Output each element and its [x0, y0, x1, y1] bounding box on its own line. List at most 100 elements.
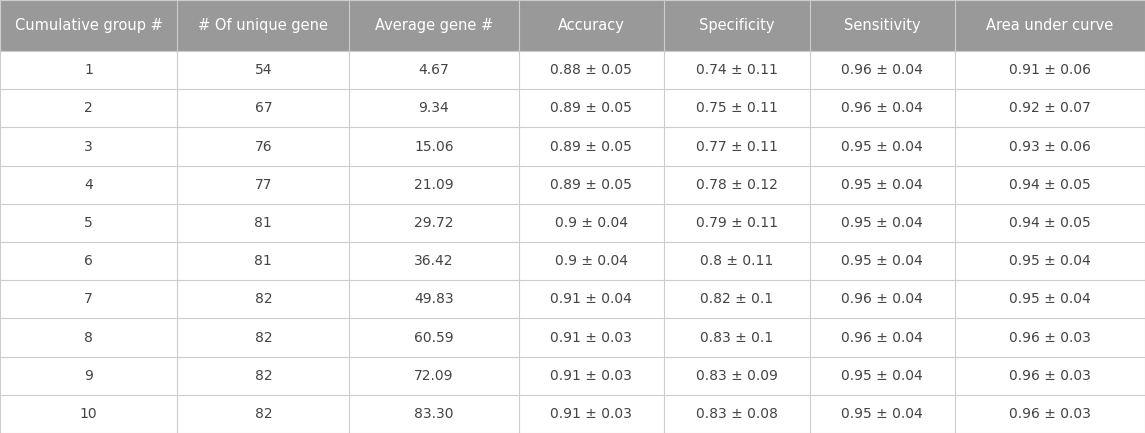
Bar — [349, 395, 519, 433]
Text: 82: 82 — [254, 330, 273, 345]
Bar — [177, 357, 349, 395]
Bar — [810, 280, 955, 318]
Text: 0.96 ± 0.03: 0.96 ± 0.03 — [1009, 369, 1091, 383]
Bar — [519, 357, 664, 395]
Bar — [810, 242, 955, 280]
Bar — [349, 318, 519, 357]
Bar — [0, 89, 177, 127]
Bar — [664, 395, 810, 433]
Text: Accuracy: Accuracy — [558, 18, 625, 33]
Text: 54: 54 — [254, 63, 273, 77]
Bar — [0, 51, 177, 89]
Bar — [0, 242, 177, 280]
Text: 0.83 ± 0.1: 0.83 ± 0.1 — [701, 330, 773, 345]
Bar — [519, 280, 664, 318]
Bar — [349, 280, 519, 318]
Bar — [810, 89, 955, 127]
Bar — [519, 318, 664, 357]
Bar — [955, 127, 1145, 166]
Bar — [664, 280, 810, 318]
Bar — [519, 89, 664, 127]
Bar — [519, 166, 664, 204]
Text: 2: 2 — [85, 101, 93, 115]
Text: 82: 82 — [254, 369, 273, 383]
Bar — [955, 89, 1145, 127]
Text: Specificity: Specificity — [700, 18, 774, 33]
Text: 7: 7 — [85, 292, 93, 306]
Text: 0.78 ± 0.12: 0.78 ± 0.12 — [696, 178, 777, 192]
Bar — [664, 242, 810, 280]
Bar — [0, 280, 177, 318]
Bar — [955, 204, 1145, 242]
Text: Area under curve: Area under curve — [986, 18, 1114, 33]
Text: 8: 8 — [85, 330, 93, 345]
Bar — [0, 166, 177, 204]
Text: Cumulative group #: Cumulative group # — [15, 18, 163, 33]
Bar — [664, 318, 810, 357]
Text: 0.95 ± 0.04: 0.95 ± 0.04 — [842, 216, 923, 230]
Text: 9.34: 9.34 — [419, 101, 449, 115]
Text: 76: 76 — [254, 139, 273, 154]
Bar — [177, 127, 349, 166]
Bar — [177, 280, 349, 318]
Text: 82: 82 — [254, 407, 273, 421]
Text: 0.83 ± 0.08: 0.83 ± 0.08 — [696, 407, 777, 421]
Text: 0.89 ± 0.05: 0.89 ± 0.05 — [551, 178, 632, 192]
Bar — [955, 166, 1145, 204]
Bar — [0, 127, 177, 166]
Text: 0.91 ± 0.06: 0.91 ± 0.06 — [1009, 63, 1091, 77]
Bar — [177, 395, 349, 433]
Text: 4.67: 4.67 — [419, 63, 449, 77]
Text: Sensitivity: Sensitivity — [844, 18, 921, 33]
Bar — [664, 0, 810, 51]
Text: 0.82 ± 0.1: 0.82 ± 0.1 — [701, 292, 773, 306]
Bar — [177, 0, 349, 51]
Text: 5: 5 — [85, 216, 93, 230]
Text: 0.92 ± 0.07: 0.92 ± 0.07 — [1009, 101, 1091, 115]
Text: 0.95 ± 0.04: 0.95 ± 0.04 — [1009, 292, 1091, 306]
Bar — [177, 166, 349, 204]
Bar — [955, 242, 1145, 280]
Text: 36.42: 36.42 — [414, 254, 453, 268]
Bar — [519, 0, 664, 51]
Text: 0.96 ± 0.03: 0.96 ± 0.03 — [1009, 407, 1091, 421]
Bar — [955, 51, 1145, 89]
Bar — [810, 204, 955, 242]
Bar — [177, 51, 349, 89]
Text: 0.75 ± 0.11: 0.75 ± 0.11 — [696, 101, 777, 115]
Bar — [664, 51, 810, 89]
Bar — [0, 318, 177, 357]
Text: 0.89 ± 0.05: 0.89 ± 0.05 — [551, 139, 632, 154]
Text: 60.59: 60.59 — [414, 330, 453, 345]
Text: 0.95 ± 0.04: 0.95 ± 0.04 — [842, 369, 923, 383]
Bar — [349, 242, 519, 280]
Text: 0.95 ± 0.04: 0.95 ± 0.04 — [842, 139, 923, 154]
Bar — [519, 127, 664, 166]
Text: 49.83: 49.83 — [414, 292, 453, 306]
Bar — [810, 127, 955, 166]
Bar — [0, 0, 177, 51]
Text: 72.09: 72.09 — [414, 369, 453, 383]
Text: 0.95 ± 0.04: 0.95 ± 0.04 — [842, 254, 923, 268]
Text: 9: 9 — [85, 369, 93, 383]
Text: 10: 10 — [80, 407, 97, 421]
Text: 0.83 ± 0.09: 0.83 ± 0.09 — [696, 369, 777, 383]
Bar — [177, 204, 349, 242]
Bar — [810, 395, 955, 433]
Text: 0.91 ± 0.03: 0.91 ± 0.03 — [551, 407, 632, 421]
Bar — [349, 89, 519, 127]
Bar — [0, 204, 177, 242]
Bar — [519, 51, 664, 89]
Text: 81: 81 — [254, 216, 273, 230]
Text: 0.96 ± 0.04: 0.96 ± 0.04 — [842, 63, 923, 77]
Text: 0.89 ± 0.05: 0.89 ± 0.05 — [551, 101, 632, 115]
Bar — [810, 166, 955, 204]
Text: 6: 6 — [85, 254, 93, 268]
Bar — [349, 166, 519, 204]
Bar — [955, 318, 1145, 357]
Bar — [0, 357, 177, 395]
Text: 15.06: 15.06 — [414, 139, 453, 154]
Text: 0.96 ± 0.03: 0.96 ± 0.03 — [1009, 330, 1091, 345]
Bar — [177, 89, 349, 127]
Bar — [349, 51, 519, 89]
